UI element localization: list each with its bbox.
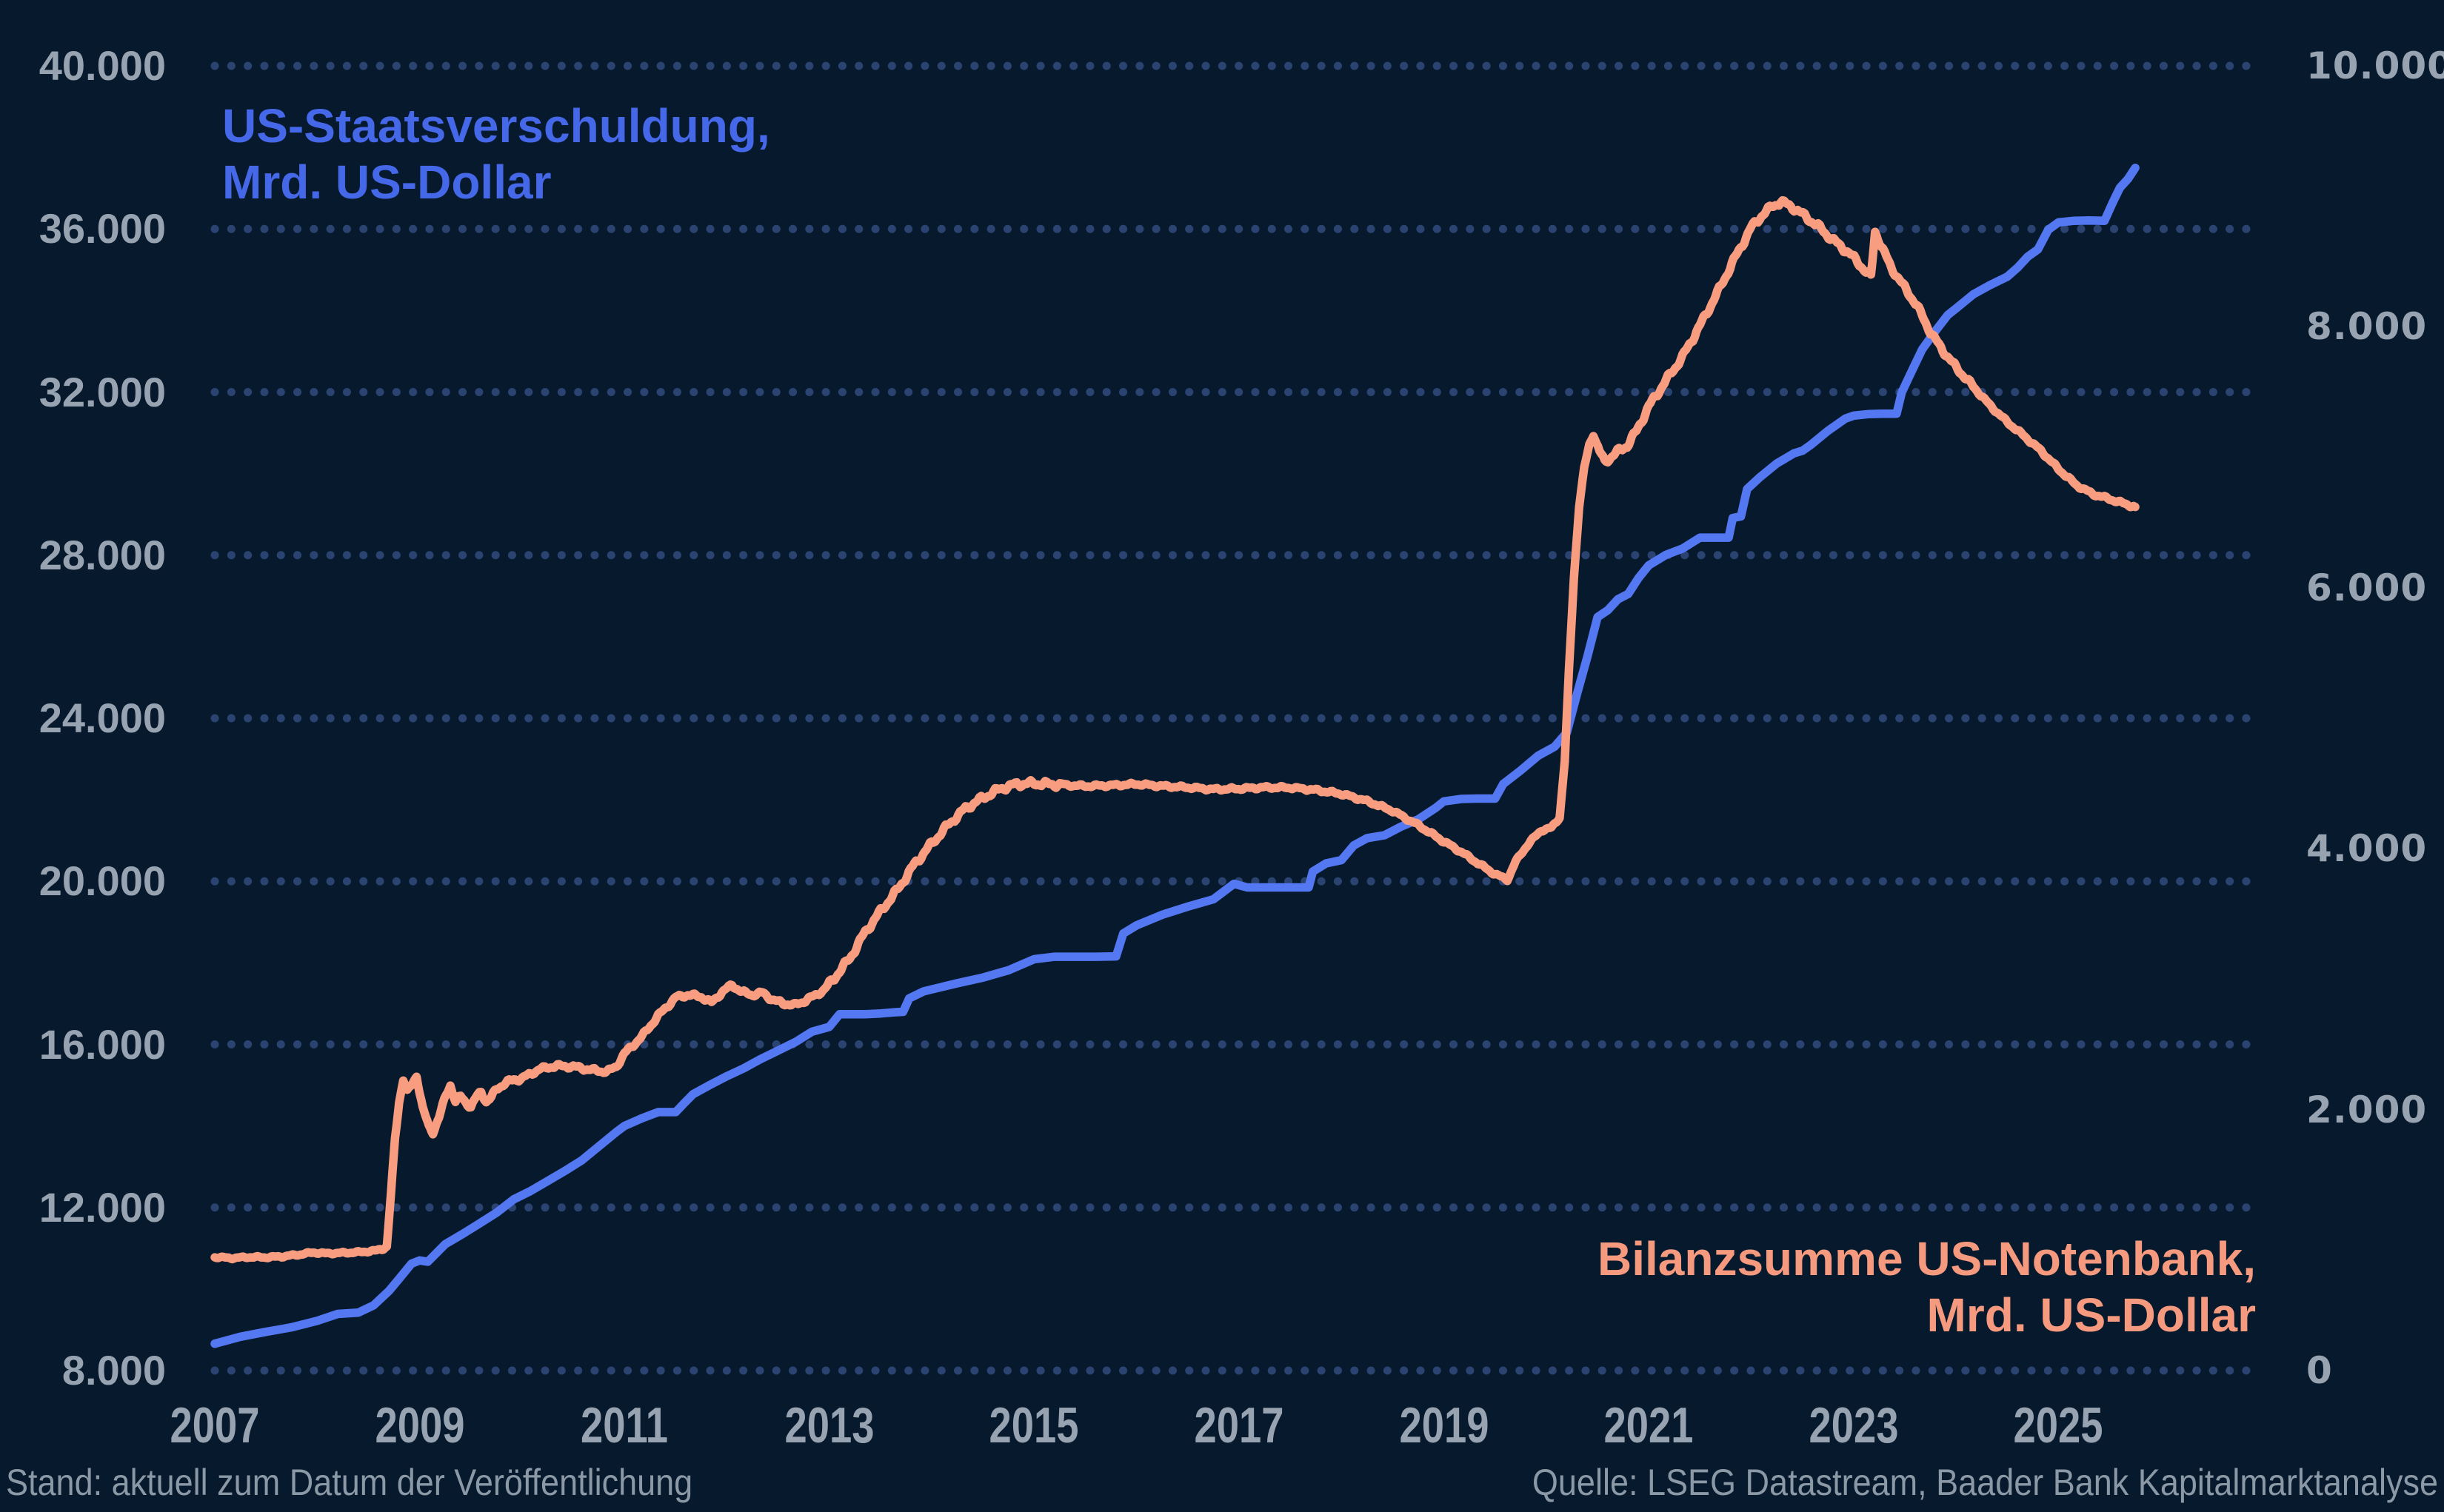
legend-bilanzsumme-notenbank-line2: Mrd. US-Dollar (1926, 1288, 2256, 1342)
axis-right-tick-0: 0 (2306, 1349, 2333, 1392)
axis-left-tick-40.000: 40.000 (39, 42, 166, 89)
axis-left-tick-8.000: 8.000 (61, 1347, 166, 1394)
legend-us-staatsverschuldung: US-Staatsverschuldung, Mrd. US-Dollar (222, 98, 770, 210)
legend-us-staatsverschuldung-line1: US-Staatsverschuldung, (222, 99, 770, 153)
axis-x-tick-2009: 2009 (375, 1397, 465, 1454)
axis-x-tick-2017: 2017 (1194, 1397, 1284, 1454)
axis-right-tick-8.000: 8.000 (2306, 305, 2428, 349)
axis-x-tick-2015: 2015 (989, 1397, 1079, 1454)
axis-x-tick-2025: 2025 (2013, 1397, 2103, 1454)
legend-bilanzsumme-notenbank: Bilanzsumme US-Notenbank, Mrd. US-Dollar (1597, 1231, 2256, 1343)
axis-x-tick-2007: 2007 (170, 1397, 260, 1454)
axis-left-tick-36.000: 36.000 (39, 205, 166, 252)
legend-bilanzsumme-notenbank-line1: Bilanzsumme US-Notenbank, (1597, 1232, 2256, 1285)
legend-us-staatsverschuldung-line2: Mrd. US-Dollar (222, 155, 552, 209)
axis-right-tick-4.000: 4.000 (2306, 827, 2428, 871)
axis-right-tick-10.000: 10.000 (2306, 44, 2444, 87)
axis-x-tick-2021: 2021 (1603, 1397, 1694, 1454)
axis-x-tick-2019: 2019 (1399, 1397, 1489, 1454)
axis-left-tick-24.000: 24.000 (39, 695, 166, 741)
axis-right-tick-6.000: 6.000 (2306, 566, 2428, 609)
series-line-us-staatsverschuldung (210, 163, 2140, 1348)
axis-right-tick-2.000: 2.000 (2306, 1088, 2428, 1131)
axis-left-tick-12.000: 12.000 (39, 1183, 166, 1231)
axis-x-tick-2013: 2013 (784, 1397, 875, 1454)
axis-left-tick-20.000: 20.000 (39, 857, 166, 905)
footer-status-note: Stand: aktuell zum Datum der Veröffentli… (6, 1462, 693, 1503)
axis-x-tick-2023: 2023 (1809, 1397, 1899, 1454)
axis-x-tick-2011: 2011 (581, 1397, 669, 1454)
axis-left-tick-28.000: 28.000 (39, 531, 166, 578)
axis-left-tick-16.000: 16.000 (39, 1020, 166, 1068)
footer-source-note: Quelle: LSEG Datastream, Baader Bank Kap… (1532, 1462, 2438, 1503)
axis-left-tick-32.000: 32.000 (39, 368, 166, 415)
series-line-bilanzsumme-notenbank (210, 195, 2140, 1264)
